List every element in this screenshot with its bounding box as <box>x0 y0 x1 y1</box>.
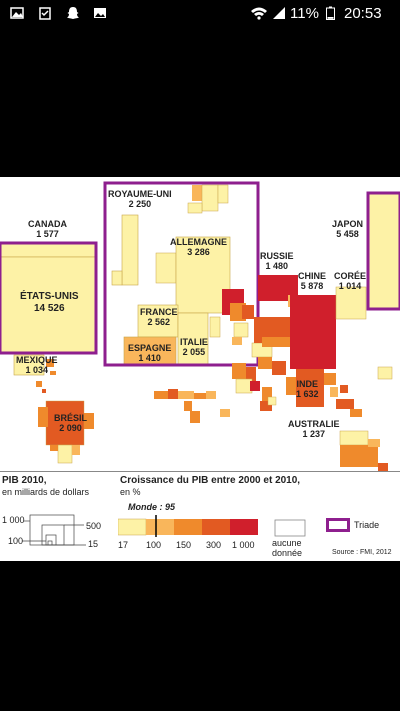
battery-icon <box>326 6 335 20</box>
label-germany: ALLEMAGNE 3 286 <box>170 237 227 257</box>
triade-usa <box>0 241 98 355</box>
gallery-icon <box>10 7 24 19</box>
image-icon <box>94 8 106 18</box>
label-china: CHINE 5 878 <box>298 271 327 291</box>
legend-scale-150: 150 <box>176 540 192 550</box>
legend-growth-subtitle: en % <box>120 487 141 497</box>
legend-size-100: 100 <box>8 536 24 546</box>
country-block-china <box>290 295 336 369</box>
legend-pib-subtitle: en milliards de dollars <box>2 487 90 497</box>
country-block-mexico <box>13 354 45 376</box>
legend-scale-100: 100 <box>146 540 162 550</box>
triade-europe <box>103 181 260 367</box>
legend-growth-scale <box>118 515 258 537</box>
label-spain: ESPAGNE 1 410 <box>128 343 172 363</box>
clock: 20:53 <box>344 5 382 22</box>
legend-scale-300: 300 <box>206 540 222 550</box>
map-graphic <box>0 181 400 471</box>
country-block-canada <box>0 242 97 258</box>
label-india: INDE 1 632 <box>296 379 319 399</box>
anamorphic-world-map-figure: CANADA 1 577 ÉTATS-UNIS 14 526 MEXIQUE 1 03… <box>0 177 400 561</box>
label-japan: JAPON 5 458 <box>332 219 364 239</box>
snapchat-icon <box>67 7 79 19</box>
label-uk: ROYAUME-UNI 2 250 <box>108 189 172 209</box>
battery-level: 11% <box>290 5 319 22</box>
legend-size-15: 15 <box>88 539 99 549</box>
country-block-italy <box>177 312 209 366</box>
country-block-australia <box>339 430 369 446</box>
label-usa: ÉTATS-UNIS 14 526 <box>20 291 79 314</box>
label-mexico: MEXIQUE 1 034 <box>16 355 58 375</box>
legend-triade-label: Triade <box>354 520 380 530</box>
legend-scale-17: 17 <box>118 540 129 550</box>
label-australia: AUSTRALIE 1 237 <box>288 419 340 439</box>
legend-size-500: 500 <box>86 521 102 531</box>
label-brazil: BRÉSIL 2 090 <box>54 413 88 433</box>
clipboard-check-icon <box>39 7 51 20</box>
country-block-france <box>137 304 179 338</box>
wifi-icon <box>251 7 267 20</box>
country-block-japan <box>367 192 400 310</box>
legend-no-data: aucune donnée <box>272 538 303 558</box>
label-russia: RUSSIE 1 480 <box>260 251 294 271</box>
legend-divider <box>0 471 400 472</box>
signal-icon <box>273 7 285 19</box>
triade-japan <box>366 191 400 311</box>
label-canada: CANADA 1 577 <box>28 219 67 239</box>
legend-growth-title: Croissance du PIB entre 2000 et 2010, <box>120 475 301 486</box>
legend-size-1000: 1 000 <box>2 515 25 525</box>
legend-triade-swatch <box>326 518 350 532</box>
label-france: FRANCE 2 562 <box>140 307 178 327</box>
legend-no-data-swatch <box>274 519 306 537</box>
country-block-germany <box>175 236 231 314</box>
country-block-india <box>296 369 324 407</box>
status-bar: 11% 20:53 <box>0 0 400 28</box>
label-korea: CORÉE 1 014 <box>334 271 367 291</box>
legend-size-scale <box>22 514 86 546</box>
label-italy: ITALIE 2 055 <box>180 337 208 357</box>
legend-source: Source : FMI, 2012 <box>332 549 392 556</box>
legend-scale-1000: 1 000 <box>232 540 255 550</box>
country-block-spain <box>123 336 177 366</box>
legend-monde: Monde : 95 <box>128 502 176 512</box>
legend-pib-title: PIB 2010, <box>2 475 47 486</box>
